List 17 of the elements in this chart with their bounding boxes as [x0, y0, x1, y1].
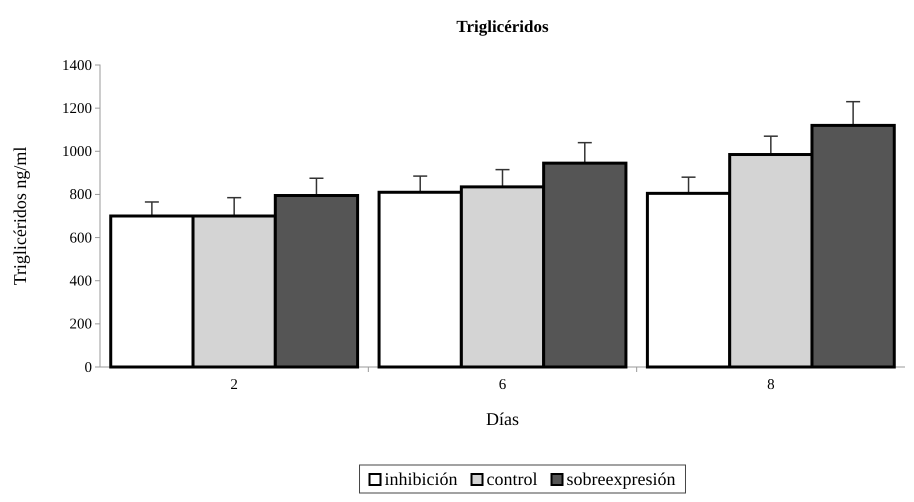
- y-tick-label: 1000: [62, 144, 92, 160]
- x-tick-label: 2: [230, 377, 238, 393]
- chart-title: Triglicéridos: [456, 17, 549, 36]
- legend-label: sobreexpresión: [566, 469, 676, 489]
- y-tick-label: 0: [84, 360, 92, 376]
- y-tick-label: 200: [70, 316, 92, 333]
- x-tick-label: 8: [767, 377, 775, 393]
- legend-label: inhibición: [384, 469, 458, 489]
- x-axis-title: Días: [486, 409, 519, 429]
- y-axis-title: Triglicéridos ng/ml: [10, 146, 30, 286]
- y-tick-label: 800: [70, 187, 92, 204]
- y-tick-label: 600: [70, 230, 92, 246]
- x-tick-label: 6: [498, 377, 507, 393]
- legend-label: control: [486, 469, 538, 489]
- y-tick-label: 400: [70, 274, 92, 290]
- y-tick-label: 1400: [62, 58, 92, 74]
- y-tick-label: 1200: [62, 100, 92, 117]
